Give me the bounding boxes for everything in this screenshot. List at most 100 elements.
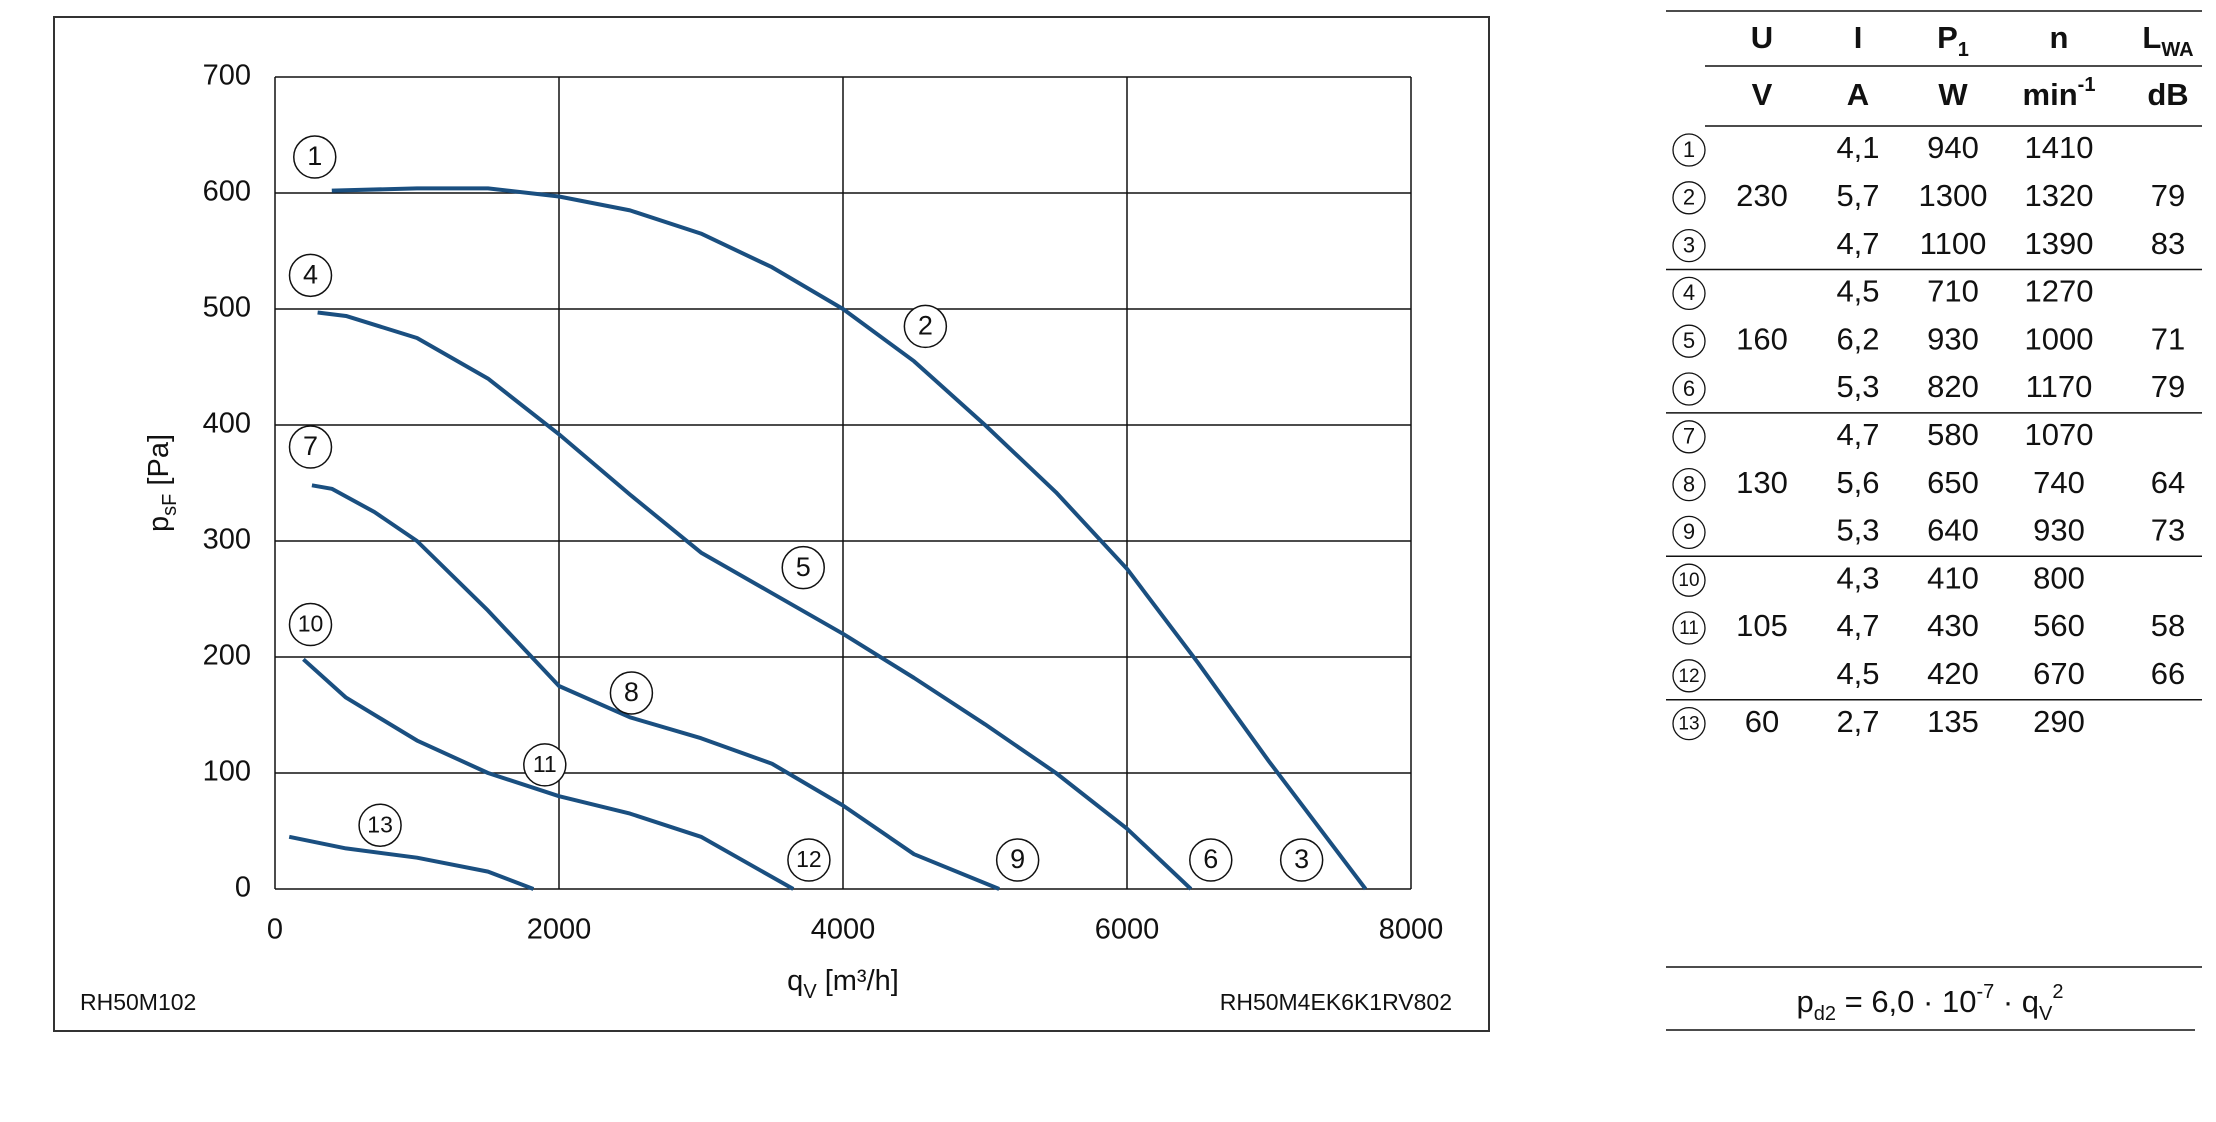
plot: 0 100 200 300 400 500 600 700 0 2000 4000 6000 8000 q… (80, 60, 1452, 1015)
table-cell: 650 (1927, 465, 1979, 500)
curve-marker (523, 743, 567, 787)
table-cell: 5,3 (1836, 369, 1879, 404)
row-id: 9 (1683, 519, 1695, 544)
table-cell: 5,7 (1836, 178, 1879, 213)
row-marker (1672, 324, 1706, 358)
table-cell: 135 (1927, 704, 1979, 739)
curve (317, 310, 1193, 891)
table-header-cell: A (1847, 77, 1869, 112)
table-cell: 1170 (2026, 369, 2093, 404)
table-cell: 4,7 (1836, 417, 1879, 452)
formula-part: V (2039, 1003, 2053, 1025)
row-id: 2 (1683, 185, 1695, 210)
row-marker (1672, 228, 1706, 263)
curve-label: 5 (796, 552, 811, 582)
x-axis-label: qV [m³/h] (787, 965, 899, 1004)
table-header-cell: LWA (2142, 20, 2193, 61)
row-marker (1672, 181, 1706, 215)
curve-marker (288, 602, 333, 647)
y-tick-label: 0 (235, 872, 251, 904)
header-sub: 1 (1958, 39, 1969, 61)
row-marker (1672, 706, 1706, 741)
formula: pd2 = 6,0 · 10-7 · qV2 (1796, 981, 2063, 1025)
curve (288, 834, 535, 891)
table-cell: 4,1 (1836, 130, 1879, 165)
header-text: V (1752, 77, 1773, 112)
table-cell: 4,5 (1836, 274, 1879, 309)
formula-part: d2 (1814, 1003, 1836, 1025)
curve-marker (1279, 838, 1324, 882)
row-marker (1672, 467, 1706, 502)
table-cell: 5,3 (1836, 513, 1879, 548)
header-text: U (1751, 20, 1773, 55)
row-marker (1672, 133, 1706, 167)
x-tick-label: 4000 (811, 914, 876, 946)
row-id: 12 (1678, 666, 1699, 687)
table-cell: 64 (2151, 465, 2185, 500)
curve-marker (288, 253, 333, 298)
header-text: dB (2147, 77, 2188, 112)
table-cell: 58 (2151, 608, 2185, 643)
row-marker (1672, 611, 1706, 645)
curve-label: 7 (303, 431, 318, 461)
curve (331, 186, 1368, 891)
curve-label: 13 (367, 811, 393, 837)
row-id: 13 (1678, 714, 1699, 735)
table-cell: 230 (1736, 178, 1788, 213)
note: RH50M102 (80, 989, 196, 1015)
header-text: I (1854, 20, 1863, 55)
table-cell: 560 (2033, 608, 2085, 643)
table-cell: 1070 (2025, 417, 2094, 452)
formula-part: 2 (2052, 981, 2063, 1003)
x-tick-label: 6000 (1095, 914, 1160, 946)
table-header-cell: I (1854, 20, 1863, 55)
table-cell: 4,7 (1836, 608, 1879, 643)
row-id: 8 (1683, 471, 1695, 496)
y-tick-label: 600 (203, 176, 251, 208)
row-id: 5 (1683, 328, 1695, 353)
note: RH50M4EK6K1RV802 (1220, 989, 1452, 1015)
table-cell: 60 (1745, 704, 1779, 739)
x-axis-label-sub: V (803, 981, 817, 1003)
curve-label: 8 (624, 677, 639, 707)
table-cell: 83 (2151, 226, 2185, 261)
curve-marker (288, 425, 333, 469)
y-axis-label: psF [Pa] (143, 434, 182, 532)
y-axis-label-unit: [Pa] (143, 434, 175, 494)
table-cell: 740 (2033, 465, 2085, 500)
x-tick-label: 2000 (527, 914, 592, 946)
header-text: A (1847, 77, 1869, 112)
curve-marker (781, 545, 825, 590)
header-text: P (1937, 20, 1958, 55)
table-cell: 79 (2151, 178, 2185, 213)
curve-label: 1 (307, 141, 322, 171)
curve-label: 6 (1203, 844, 1218, 874)
table-cell: 930 (2033, 513, 2085, 548)
table-cell: 1410 (2025, 130, 2094, 165)
table-cell: 640 (1927, 513, 1979, 548)
y-tick-label: 700 (203, 60, 251, 92)
row-marker (1672, 276, 1706, 311)
table-cell: 710 (1927, 274, 1979, 309)
y-tick-label: 400 (203, 408, 251, 440)
curve (302, 657, 795, 891)
table-cell: 940 (1927, 130, 1979, 165)
y-axis-label-sub: sF (159, 494, 181, 516)
table-cell: 71 (2151, 321, 2185, 356)
curve (311, 483, 1000, 891)
table-cell: 79 (2151, 369, 2185, 404)
table-header-cell: V (1752, 77, 1773, 112)
formula-part: -7 (1976, 981, 1994, 1003)
table-cell: 73 (2151, 513, 2185, 548)
table-cell: 5,6 (1836, 465, 1879, 500)
row-marker (1672, 372, 1706, 406)
table-cell: 580 (1927, 417, 1979, 452)
header-sup: -1 (2078, 74, 2096, 96)
table-header-cell: P1 (1937, 20, 1969, 61)
table-cell: 430 (1927, 608, 1979, 643)
table-cell: 1100 (1920, 226, 1987, 261)
table-cell: 4,3 (1836, 560, 1879, 595)
header-text: W (1938, 77, 1968, 112)
chart-frame (53, 16, 1490, 1032)
formula-part: p (1796, 984, 1813, 1019)
